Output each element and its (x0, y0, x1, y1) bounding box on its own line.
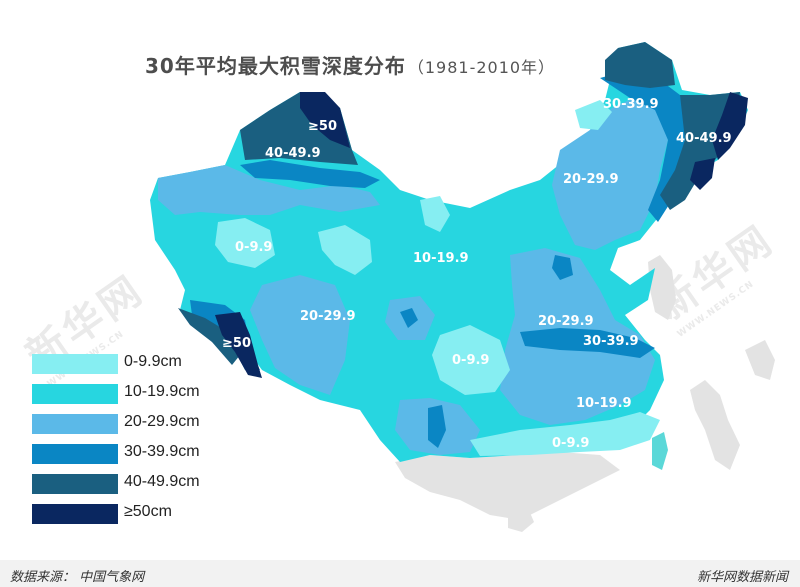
label-c-10: 10-19.9 (413, 251, 469, 266)
zone-40-tibet (178, 308, 240, 365)
page-title: 30年平均最大积雪深度分布 （1981-2010年） (145, 50, 555, 79)
zone-30-patch1 (552, 255, 573, 280)
zone-30-east (520, 328, 655, 358)
label-s-0: 0-9.9 (552, 436, 589, 451)
label-e-20: 20-29.9 (538, 314, 594, 329)
neighbor-land-korea (648, 255, 676, 320)
legend-item: 30-39.9cm (32, 442, 292, 464)
label-xj-0: 0-9.9 (235, 240, 272, 255)
legend-swatch (32, 354, 118, 374)
zone-0-center (432, 325, 510, 395)
zone-30-patch2 (428, 405, 446, 448)
label-ne-30: 30-39.9 (603, 97, 659, 112)
zone-30-patch3 (400, 308, 418, 328)
neighbor-land-islands (745, 340, 775, 380)
label-ne-20: 20-29.9 (563, 172, 619, 187)
legend-label: 0-9.9cm (124, 353, 182, 370)
label-c-0: 0-9.9 (452, 353, 489, 368)
legend-item: 0-9.9cm (32, 352, 292, 374)
legend-swatch (32, 504, 118, 524)
zone-50-xj (300, 92, 350, 148)
data-source: 数据来源： 中国气象网 (10, 570, 145, 585)
legend-item: 40-49.9cm (32, 472, 292, 494)
brand-name: 新华网数据新闻 (696, 570, 788, 585)
label-se-10: 10-19.9 (576, 396, 632, 411)
zone-0-south (470, 412, 660, 456)
hainan-island (508, 508, 534, 532)
legend-label: ≥50cm (124, 503, 172, 520)
title-sub: （1981-2010年） (407, 58, 556, 77)
label-tb-50: ≥50 (222, 336, 251, 351)
legend-label: 40-49.9cm (124, 473, 200, 490)
legend-label: 30-39.9cm (124, 443, 200, 460)
label-tb-20: 20-29.9 (300, 309, 356, 324)
legend-swatch (32, 444, 118, 464)
footer-bar: 数据来源： 中国气象网 新华网数据新闻 (0, 560, 800, 587)
zone-0-xj (215, 218, 275, 268)
label-xj-50: ≥50 (308, 119, 337, 134)
title-main: 30年平均最大积雪深度分布 (145, 54, 406, 78)
legend-swatch (32, 414, 118, 434)
legend-swatch (32, 474, 118, 494)
legend-swatch (32, 384, 118, 404)
label-ne-40: 40-49.9 (676, 131, 732, 146)
zone-50-ne (712, 92, 748, 160)
label-e-30: 30-39.9 (583, 334, 639, 349)
zone-0-taiwan (652, 432, 668, 470)
legend-item: 10-19.9cm (32, 382, 292, 404)
label-xj-40: 40-49.9 (265, 146, 321, 161)
zone-0-qinghai (318, 225, 372, 275)
china-snow-depth-map: 30-39.9 40-49.9 20-29.9 ≥50 40-49.9 0-9.… (150, 42, 775, 532)
legend-item: ≥50cm (32, 502, 292, 524)
zone-50-tibet (215, 312, 262, 378)
neighbor-land-south (395, 452, 620, 520)
legend-label: 20-29.9cm (124, 413, 200, 430)
zone-20-xj-north (158, 165, 380, 215)
zone-30-xj (240, 160, 380, 188)
zone-20-tibet (250, 275, 350, 395)
zone-0-ne-coast (575, 100, 612, 130)
zone-0-inner (420, 196, 450, 232)
zone-20-ne (552, 95, 668, 250)
legend-label: 10-19.9cm (124, 383, 200, 400)
zone-50-ne2 (690, 158, 715, 190)
neighbor-land-japan (690, 380, 740, 470)
zone-40-ne-top (605, 42, 675, 88)
legend-item: 20-29.9cm (32, 412, 292, 434)
